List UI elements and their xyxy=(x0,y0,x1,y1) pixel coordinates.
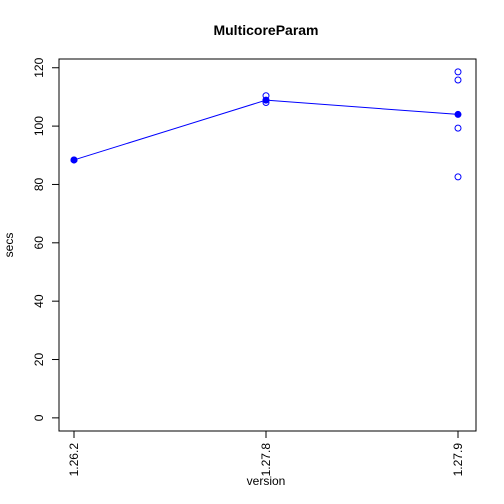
data-point xyxy=(454,124,462,132)
plot-frame xyxy=(58,58,477,432)
data-point xyxy=(454,76,462,84)
y-axis-label: secs xyxy=(2,233,16,258)
chart-title: MulticoreParam xyxy=(213,22,318,38)
y-tick-label: 60 xyxy=(32,236,46,250)
data-marks xyxy=(70,68,462,181)
x-axis-label: version xyxy=(247,474,286,488)
y-tick-label: 100 xyxy=(32,116,46,136)
median-line xyxy=(73,99,459,161)
x-tick-label: 1.27.8 xyxy=(259,443,273,477)
x-axis: 1.26.2 1.27.8 1.27.9 xyxy=(67,430,465,477)
y-tick-label: 20 xyxy=(32,353,46,367)
y-tick-label: 40 xyxy=(32,294,46,308)
x-tick-label: 1.27.9 xyxy=(451,443,465,477)
y-tick-label: 0 xyxy=(32,414,46,421)
data-point xyxy=(454,173,462,181)
data-point xyxy=(454,68,462,76)
median-point xyxy=(70,156,78,164)
y-tick-label: 120 xyxy=(32,57,46,77)
x-tick-label: 1.26.2 xyxy=(67,443,81,477)
y-tick-label: 80 xyxy=(32,177,46,191)
median-point xyxy=(454,110,462,118)
median-point xyxy=(262,96,270,104)
y-axis: 0 20 40 60 80 100 120 xyxy=(32,57,60,421)
